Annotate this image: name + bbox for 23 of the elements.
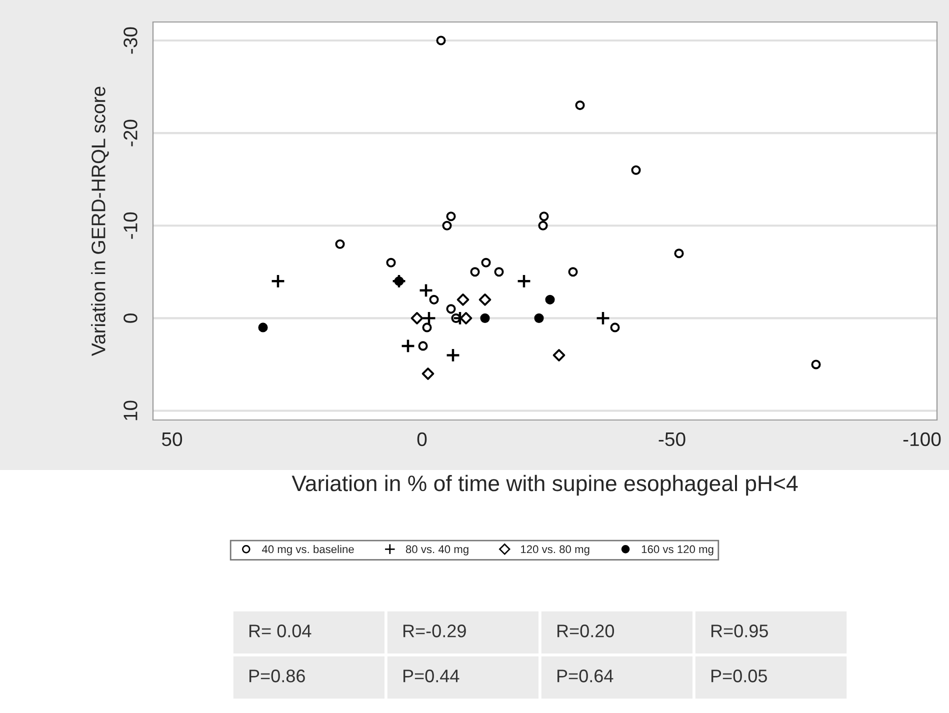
x-tick-label: -100 xyxy=(903,432,941,446)
y-tick-label: -30 xyxy=(124,27,138,54)
text: R= 0.04 xyxy=(249,624,312,638)
legend-label: 40 mg vs. baseline xyxy=(262,545,354,556)
text: R=-0.29 xyxy=(403,624,466,638)
text: R=0.20 xyxy=(557,624,614,638)
x-tick-label: 50 xyxy=(162,432,182,446)
y-axis-title: Variation in GERD-HRQL score xyxy=(91,86,109,356)
text: P=0.64 xyxy=(557,670,614,682)
y-tick-label: 0 xyxy=(124,314,138,323)
x-tick-label: 0 xyxy=(417,432,427,446)
text: P=0.86 xyxy=(249,670,305,682)
legend-label: 120 vs. 80 mg xyxy=(521,545,590,556)
text: P=0.05 xyxy=(711,670,767,682)
x-axis-title: Variation in % of time with supine esophageal pH<4 xyxy=(292,474,798,496)
text: P=0.44 xyxy=(403,670,460,682)
legend-label: 160 vs 120 mg xyxy=(642,545,714,556)
legend-label: 80 vs. 40 mg xyxy=(406,545,468,556)
y-tick-label: -20 xyxy=(124,120,138,146)
text: R=0.95 xyxy=(711,624,768,638)
x-tick-label: -50 xyxy=(658,432,686,446)
y-tick-label: 10 xyxy=(124,400,138,420)
y-tick-label: -10 xyxy=(124,212,138,239)
